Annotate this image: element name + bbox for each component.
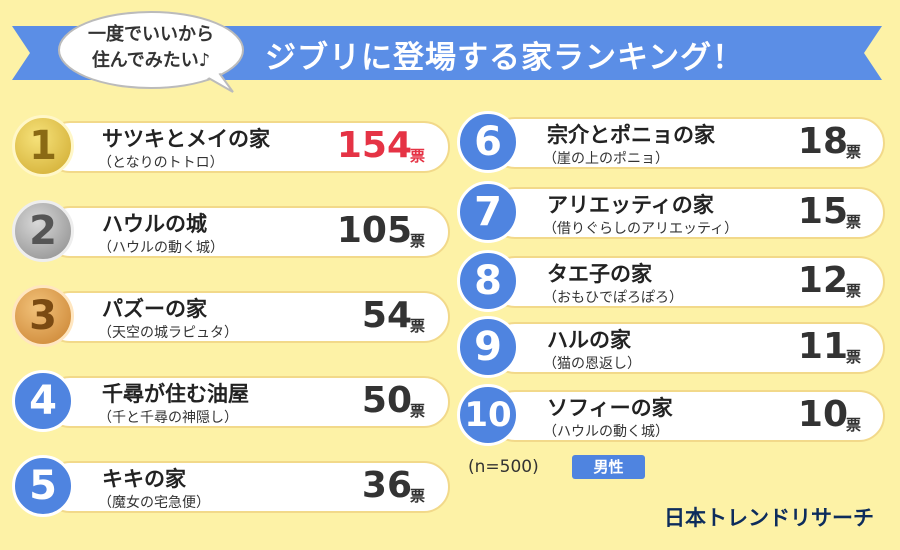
rank-badge: 4: [12, 370, 74, 432]
house-name: 千尋が住む油屋: [102, 382, 249, 406]
rank-number: 9: [474, 324, 502, 370]
vote-count: 12: [797, 260, 848, 301]
ranking-row: [489, 322, 885, 374]
house-name: キキの家: [102, 467, 186, 491]
film-title: （おもひでぽろぽろ）: [543, 290, 683, 306]
rank-number: 7: [474, 189, 502, 235]
rank-badge: 9: [457, 316, 519, 378]
film-title: （ハウルの動く城）: [98, 240, 224, 256]
vote-count: 15: [797, 191, 848, 232]
vote-count: 105: [336, 210, 412, 251]
film-title: （猫の恩返し）: [543, 356, 641, 372]
rank-badge: 1: [12, 115, 74, 177]
rank-badge: 2: [12, 200, 74, 262]
house-name: パズーの家: [102, 297, 207, 321]
bubble-line-1: 一度でいいから: [88, 24, 214, 45]
vote-unit: 票: [410, 232, 426, 250]
film-title: （魔女の宅急便）: [98, 495, 210, 511]
rank-badge: 8: [457, 250, 519, 312]
ranking-row: [44, 461, 450, 513]
vote-unit: 票: [410, 317, 426, 335]
vote-unit: 票: [846, 213, 862, 231]
vote-count: 11: [797, 326, 848, 367]
rank-number: 5: [29, 463, 57, 509]
rank-number: 8: [474, 258, 502, 304]
speech-bubble: [55, 10, 247, 94]
house-name: ハルの家: [547, 328, 631, 352]
gender-badge: 男性: [572, 455, 645, 479]
vote-count: 154: [336, 125, 412, 166]
vote-unit: 票: [846, 348, 862, 366]
film-title: （崖の上のポニョ）: [543, 151, 669, 167]
ranking-row: [489, 390, 885, 442]
ranking-row: [489, 256, 885, 308]
ranking-row: [44, 291, 450, 343]
bubble-line-2: 住んでみたい♪: [91, 50, 211, 71]
brand-logo: 日本トレンドリサーチ: [664, 506, 874, 530]
rank-number: 1: [29, 123, 57, 169]
rank-number: 4: [29, 378, 57, 424]
rank-number: 2: [29, 208, 57, 254]
vote-count: 18: [797, 121, 848, 162]
vote-unit: 票: [410, 487, 426, 505]
chart-title: ジブリに登場する家ランキング！: [265, 40, 745, 76]
house-name: ソフィーの家: [547, 396, 673, 420]
house-name: ハウルの城: [102, 212, 207, 236]
house-name: タエ子の家: [547, 262, 652, 286]
rank-number: 6: [474, 119, 502, 165]
film-title: （天空の城ラピュタ）: [98, 325, 238, 341]
film-title: （借りぐらしのアリエッティ）: [543, 221, 739, 237]
vote-unit: 票: [846, 143, 862, 161]
sample-size: (n=500): [468, 457, 539, 477]
film-title: （千と千尋の神隠し）: [98, 410, 238, 426]
house-name: 宗介とポニョの家: [547, 123, 715, 147]
vote-unit: 票: [410, 147, 426, 165]
vote-count: 50: [361, 380, 412, 421]
rank-badge: 7: [457, 181, 519, 243]
vote-unit: 票: [846, 416, 862, 434]
rank-badge: 3: [12, 285, 74, 347]
ranking-row: [44, 206, 450, 258]
vote-count: 36: [361, 465, 412, 506]
rank-number: 3: [29, 293, 57, 339]
house-name: サツキとメイの家: [102, 127, 270, 151]
film-title: （となりのトトロ）: [98, 155, 224, 171]
vote-unit: 票: [410, 402, 426, 420]
vote-count: 10: [797, 394, 848, 435]
ranking-row: [489, 117, 885, 169]
vote-count: 54: [361, 295, 412, 336]
film-title: （ハウルの動く城）: [543, 424, 669, 440]
rank-number: 10: [464, 395, 512, 435]
vote-unit: 票: [846, 282, 862, 300]
ranking-row: [44, 376, 450, 428]
rank-badge: 10: [457, 384, 519, 446]
rank-badge: 6: [457, 111, 519, 173]
house-name: アリエッティの家: [547, 193, 714, 217]
rank-badge: 5: [12, 455, 74, 517]
bubble-text: 一度でいいから 住んでみたい♪: [55, 22, 247, 74]
